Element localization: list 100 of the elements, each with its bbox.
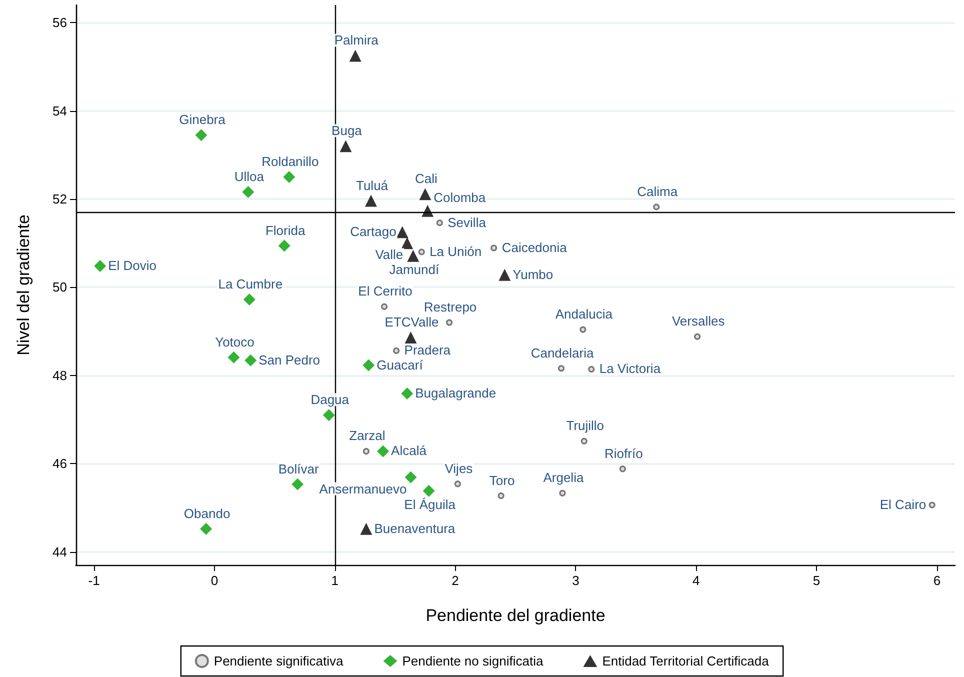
annotation: Argelia [543, 470, 584, 486]
annotation: Colomba [434, 190, 486, 205]
annotation: Zarzal [349, 428, 386, 444]
annotation: Florida [265, 222, 306, 238]
annotation: Palmira [334, 32, 380, 48]
point [418, 248, 425, 256]
annotation: Calima [637, 184, 678, 199]
point [580, 326, 586, 333]
point [362, 448, 370, 455]
point [243, 294, 256, 306]
point [322, 409, 335, 422]
annotation: Yumbo [512, 266, 554, 282]
point [94, 260, 106, 272]
point [401, 237, 414, 250]
annotation: Ulloa [234, 168, 265, 184]
annotation: Buga [332, 123, 363, 138]
point [558, 365, 565, 372]
point [436, 220, 443, 226]
y-axis-title: Nivel del gradiente [14, 214, 33, 356]
point [200, 522, 212, 535]
point [498, 268, 511, 281]
point [580, 438, 588, 444]
annotation: Vijes [444, 460, 474, 476]
annotation: Andalucia [555, 306, 614, 322]
annotation: Versalles [672, 314, 726, 329]
point [393, 347, 400, 354]
annotation: Tuluá [356, 178, 389, 193]
annotation: San Pedro [258, 352, 320, 368]
annotation: Bugalagrande [415, 385, 496, 400]
y-tick-label: 54 [52, 103, 67, 118]
annotation: El Cairo [880, 497, 926, 512]
point [454, 480, 462, 488]
annotation: Ansermanuevo [319, 481, 407, 496]
point [653, 204, 660, 210]
x-tick-label: -1 [88, 573, 100, 588]
annotation: El Cerrito [358, 284, 412, 299]
annotation: Bolívar [278, 461, 320, 476]
point [283, 170, 296, 183]
point [244, 354, 257, 366]
point [559, 490, 566, 496]
annotation: Jamundí [389, 262, 440, 277]
annotation: Sevilla [448, 214, 487, 230]
point [422, 204, 434, 217]
point [380, 303, 388, 310]
point [242, 186, 254, 198]
point [228, 351, 240, 364]
x-tick-label: 1 [331, 573, 338, 588]
point [694, 333, 701, 340]
x-tick-label: 3 [572, 573, 580, 588]
x-tick-label: 6 [933, 573, 941, 588]
x-tick-label: 2 [452, 573, 459, 588]
point [446, 319, 453, 326]
annotation: Dagua [310, 392, 350, 408]
point [365, 194, 378, 207]
point [422, 484, 435, 497]
point [419, 188, 432, 200]
x-tick-label: 0 [210, 573, 218, 588]
point [404, 331, 417, 344]
annotation: Caicedonia [502, 240, 568, 255]
annotation: Cali [414, 171, 438, 186]
point [340, 140, 352, 152]
x-axis-title: Pendiente del gradiente [426, 606, 606, 625]
point [928, 502, 936, 508]
annotation: Roldanillo [262, 154, 319, 169]
annotation: El Águila [404, 496, 456, 512]
point [498, 492, 504, 500]
point [362, 359, 375, 372]
point [490, 244, 498, 252]
annotation: La Victoria [599, 361, 662, 376]
x-tick-label: 5 [812, 573, 820, 588]
point [292, 478, 304, 490]
legend-label: Pendiente significativa [214, 654, 344, 668]
annotation: Ginebra [179, 112, 226, 128]
y-tick-label: 52 [52, 192, 67, 207]
annotation: Riofrío [604, 446, 643, 461]
y-tick-label: 50 [52, 280, 67, 295]
annotation: La Unión [430, 244, 482, 259]
annotation: Obando [184, 506, 230, 521]
point [619, 466, 626, 472]
annotation: Candelaria [530, 345, 594, 360]
annotation: Cartago [350, 224, 396, 240]
point [404, 471, 417, 484]
point [195, 129, 208, 142]
annotation: Trujillo [566, 418, 604, 434]
annotation: Guacarí [376, 357, 424, 372]
annotation: Yotoco [215, 334, 254, 350]
annotation: Toro [489, 472, 515, 488]
point [360, 522, 372, 535]
y-tick-label: 46 [52, 456, 67, 472]
point [377, 445, 390, 458]
point [407, 250, 420, 262]
y-tick-label: 56 [52, 15, 67, 30]
annotation: ETCValle [384, 314, 439, 330]
legend-label: Entidad Territorial Certificada [602, 654, 770, 668]
annotation: El Dovio [108, 258, 157, 274]
point [396, 226, 408, 238]
point [278, 240, 290, 252]
point [588, 366, 595, 373]
annotation: Valle [375, 247, 404, 262]
annotation: Alcalá [391, 443, 428, 458]
